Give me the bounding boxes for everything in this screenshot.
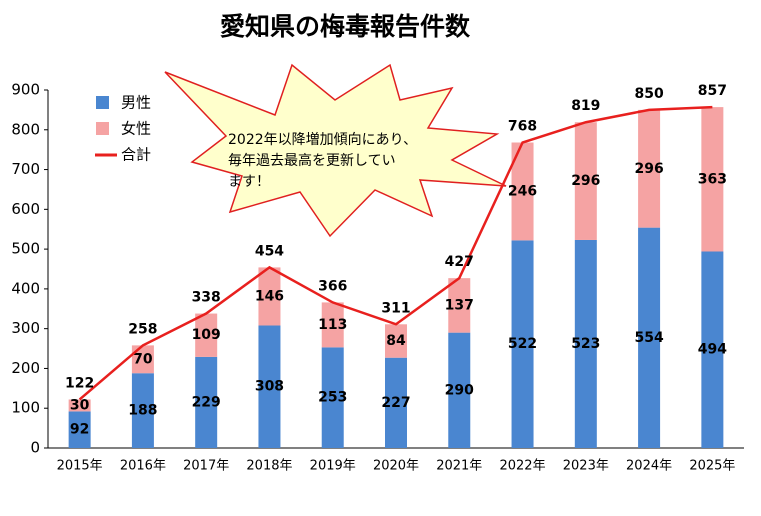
callout-starburst bbox=[164, 63, 507, 238]
bar-segment bbox=[385, 324, 407, 358]
bar-segment bbox=[574, 122, 597, 240]
x-tick-label: 2023年 bbox=[563, 459, 609, 474]
value-label: 290 bbox=[445, 382, 474, 398]
x-tick-label: 2015年 bbox=[57, 459, 103, 474]
bar-segment bbox=[385, 357, 407, 448]
y-tick-label: 600 bbox=[11, 200, 40, 218]
value-label: 30 bbox=[70, 397, 90, 413]
x-tick-label: 2020年 bbox=[373, 459, 419, 474]
total-label: 819 bbox=[571, 98, 600, 114]
total-label: 366 bbox=[318, 278, 347, 294]
bar-segment bbox=[701, 107, 724, 252]
legend-label: 合計 bbox=[121, 146, 151, 164]
legend-label: 女性 bbox=[121, 120, 151, 138]
x-tick-label: 2021年 bbox=[436, 459, 482, 474]
bar-segment bbox=[68, 399, 91, 412]
total-label: 454 bbox=[255, 243, 284, 259]
y-tick-label: 100 bbox=[11, 399, 40, 417]
value-label: 522 bbox=[508, 336, 537, 352]
y-tick-label: 300 bbox=[11, 319, 40, 337]
bar-segment bbox=[258, 325, 281, 448]
bar-segment bbox=[131, 373, 154, 448]
total-label: 768 bbox=[508, 119, 537, 135]
total-label: 857 bbox=[698, 83, 727, 99]
y-tick-label: 200 bbox=[11, 359, 40, 377]
value-label: 308 bbox=[255, 379, 284, 395]
x-tick-label: 2019年 bbox=[310, 459, 356, 474]
value-label: 253 bbox=[318, 390, 347, 406]
total-label: 850 bbox=[634, 86, 663, 102]
bar-segment bbox=[701, 251, 724, 448]
y-tick-label: 0 bbox=[30, 439, 40, 457]
x-tick-label: 2016年 bbox=[120, 459, 166, 474]
value-label: 188 bbox=[128, 403, 157, 419]
total-label: 427 bbox=[445, 254, 474, 270]
value-label: 109 bbox=[192, 327, 221, 343]
bar-segment bbox=[511, 240, 534, 448]
total-line bbox=[78, 105, 713, 401]
x-tick-label: 2022年 bbox=[499, 459, 545, 474]
value-label: 523 bbox=[571, 336, 600, 352]
bar-segment bbox=[68, 411, 91, 448]
bar-segment bbox=[195, 313, 218, 357]
annotation-text: 2022年以降増加傾向にあり、 bbox=[228, 132, 417, 148]
total-label: 311 bbox=[381, 300, 410, 316]
chart-title: 愛知県の梅毒報告件数 bbox=[220, 12, 471, 41]
x-tick-label: 2024年 bbox=[626, 459, 672, 474]
bar-segment bbox=[638, 227, 661, 448]
bar-segment bbox=[511, 142, 534, 241]
value-label: 113 bbox=[318, 317, 347, 333]
bar-segment bbox=[448, 278, 471, 333]
y-tick-label: 500 bbox=[11, 240, 40, 258]
y-tick-label: 800 bbox=[11, 120, 40, 138]
bar-segment bbox=[131, 345, 154, 374]
x-tick-label: 2025年 bbox=[689, 459, 735, 474]
bar-segment bbox=[321, 347, 344, 448]
value-label: 229 bbox=[192, 394, 221, 410]
value-label: 246 bbox=[508, 183, 537, 199]
total-label: 258 bbox=[128, 321, 157, 337]
value-label: 137 bbox=[445, 297, 474, 313]
annotation-text: ます！ bbox=[228, 174, 270, 190]
y-tick-label: 900 bbox=[11, 81, 40, 99]
x-tick-label: 2018年 bbox=[246, 459, 292, 474]
value-label: 70 bbox=[133, 351, 153, 367]
value-label: 296 bbox=[571, 173, 600, 189]
y-tick-label: 700 bbox=[11, 160, 40, 178]
value-label: 227 bbox=[381, 395, 410, 411]
value-label: 554 bbox=[634, 330, 663, 346]
value-label: 494 bbox=[698, 342, 727, 358]
bar-segment bbox=[574, 239, 597, 448]
value-label: 146 bbox=[255, 288, 284, 304]
bar-segment bbox=[195, 356, 218, 448]
x-tick-label: 2017年 bbox=[183, 459, 229, 474]
value-label: 363 bbox=[698, 171, 727, 187]
y-tick-label: 400 bbox=[11, 279, 40, 297]
bar-segment bbox=[321, 302, 344, 348]
total-label: 338 bbox=[192, 290, 221, 306]
value-label: 296 bbox=[634, 161, 663, 177]
legend-swatch bbox=[96, 122, 109, 135]
annotation-text: 毎年過去最高を更新してい bbox=[228, 152, 396, 169]
legend-label: 男性 bbox=[121, 94, 151, 112]
bar-segment bbox=[638, 109, 661, 228]
total-label: 122 bbox=[65, 375, 94, 391]
bar-segment bbox=[448, 332, 471, 448]
bar-segment bbox=[258, 267, 281, 326]
value-label: 92 bbox=[70, 422, 89, 438]
value-label: 84 bbox=[386, 333, 406, 349]
legend-swatch bbox=[96, 96, 109, 109]
